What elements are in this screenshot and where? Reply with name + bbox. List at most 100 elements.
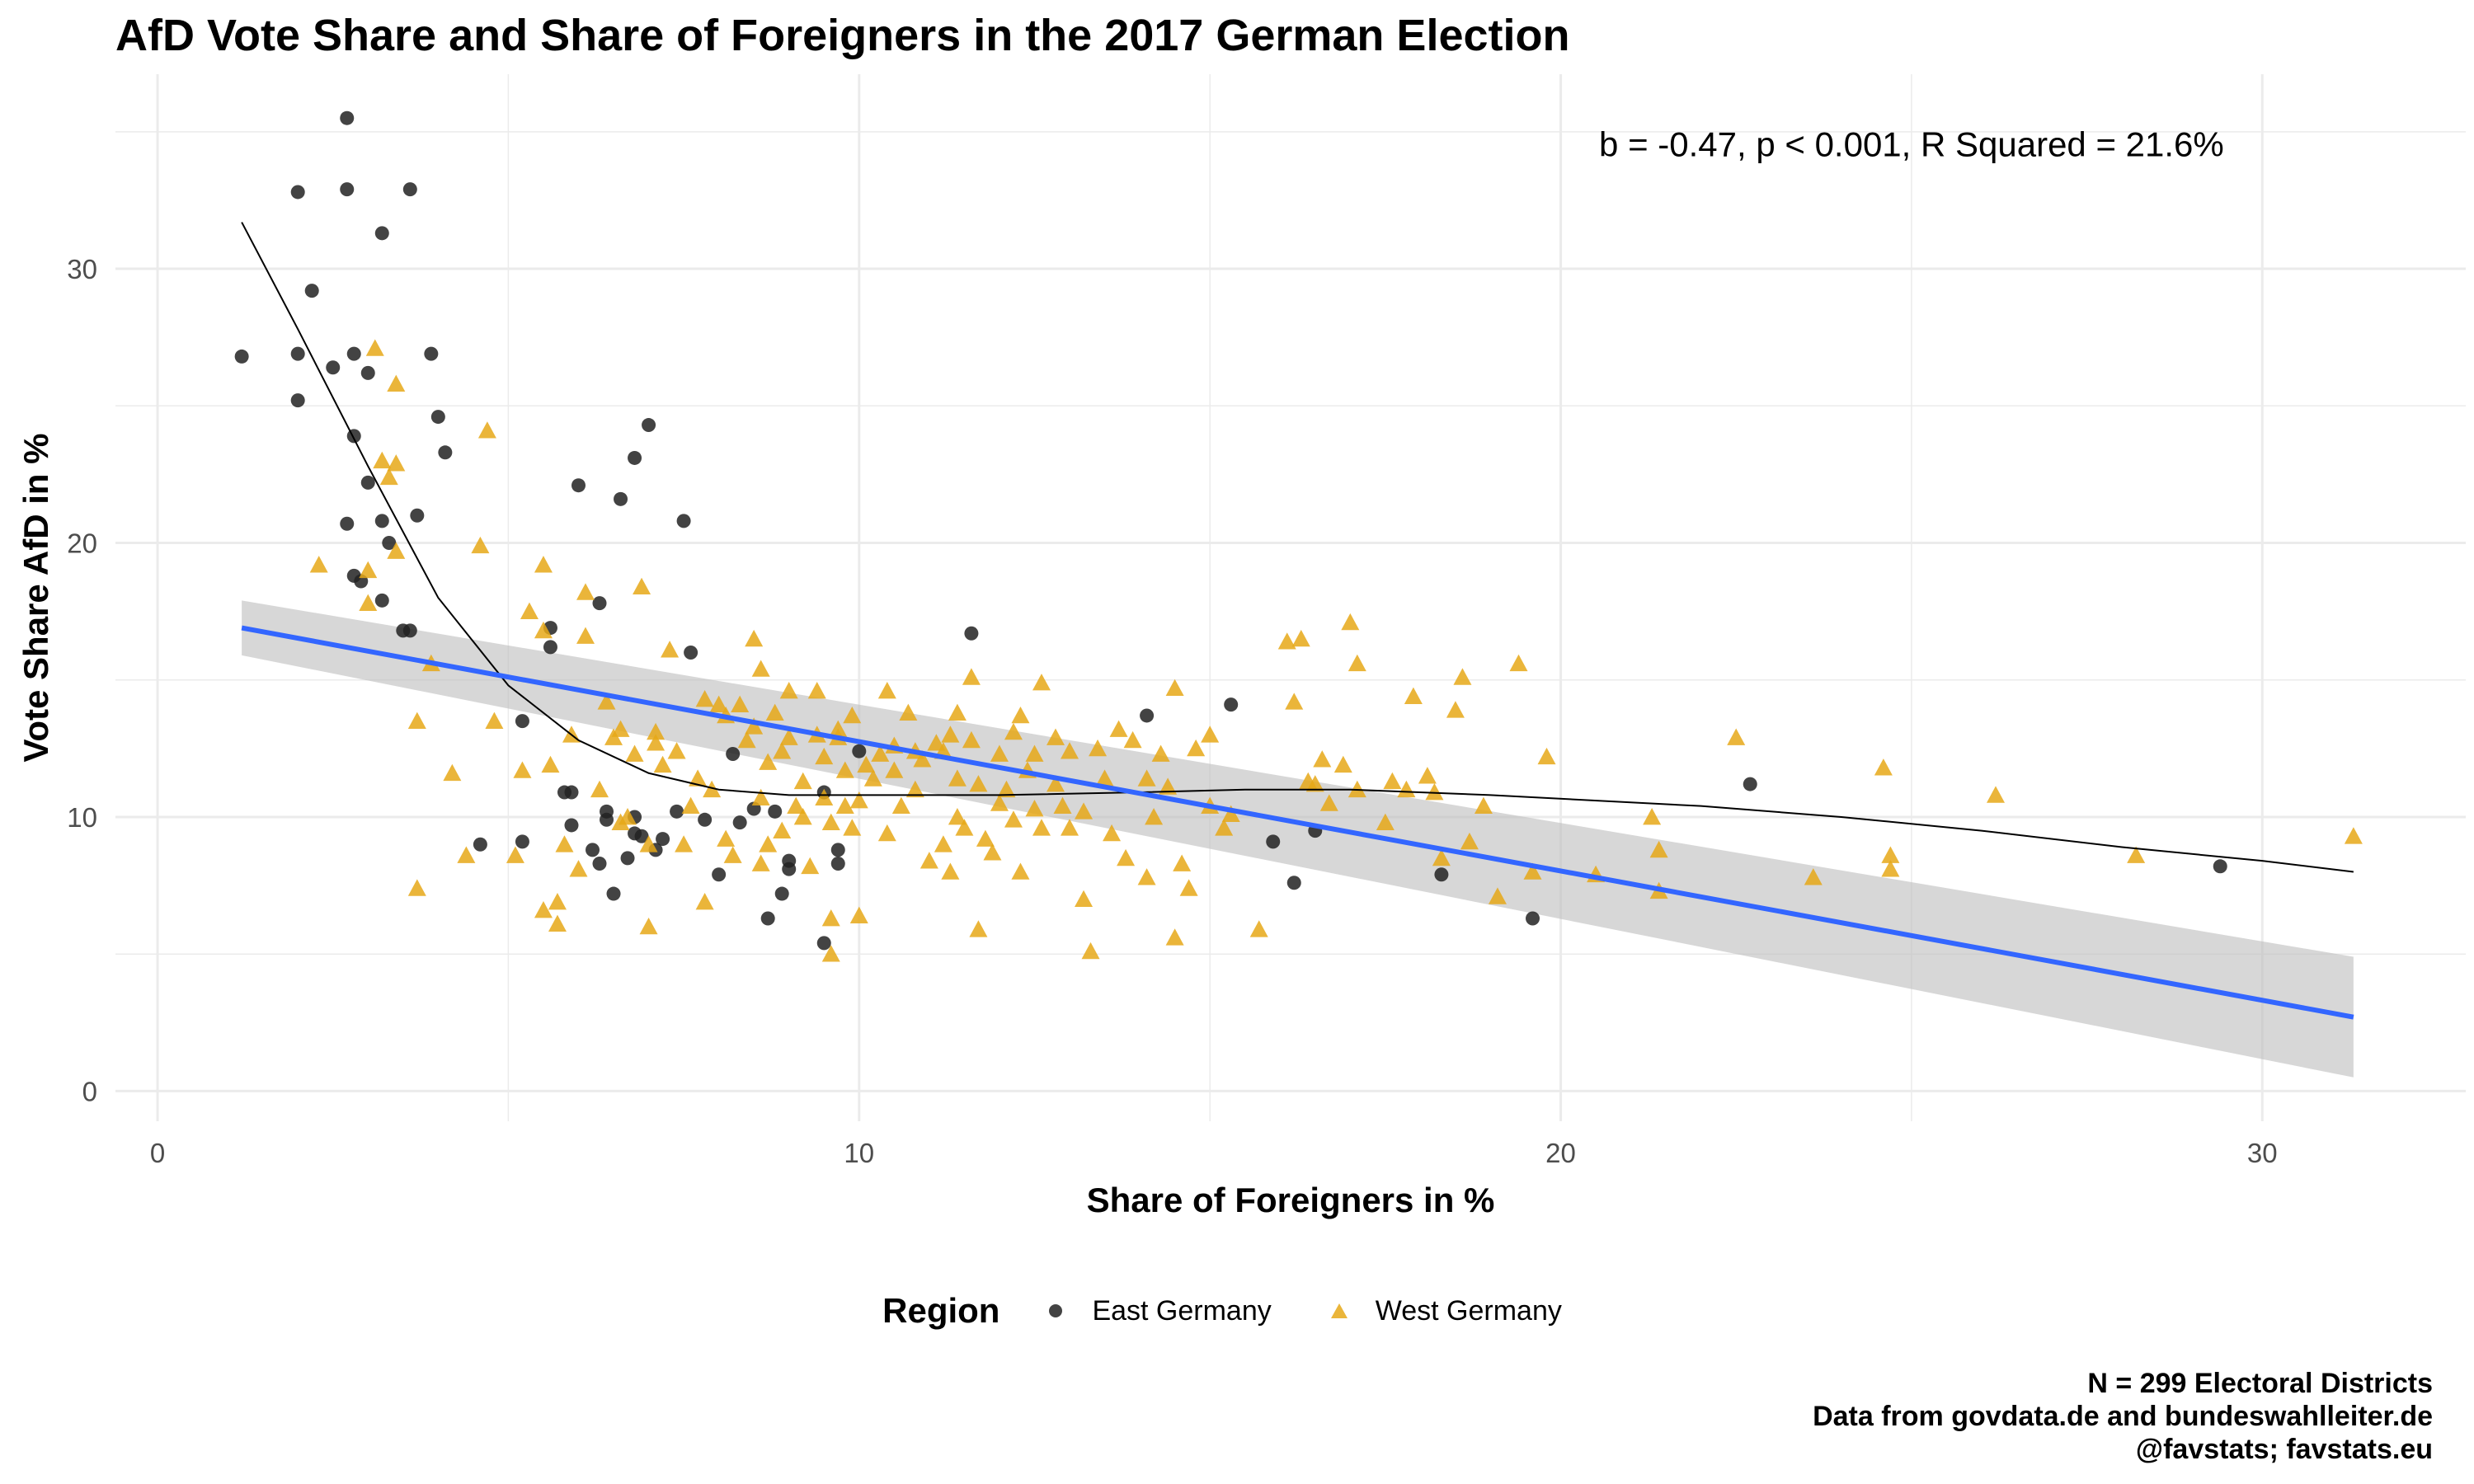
east-point (600, 804, 614, 819)
x-tick-label: 10 (844, 1138, 874, 1168)
west-point (815, 788, 834, 806)
west-point (1319, 794, 1338, 811)
west-point (745, 717, 764, 735)
west-point (1425, 783, 1444, 801)
east-point (515, 714, 529, 729)
west-point (695, 690, 714, 707)
plot-area: 0 10 20 30 0 10 20 30 b = -0.47, p < 0.001, R S… (16, 74, 2466, 1219)
east-point (816, 936, 831, 951)
west-point (618, 807, 637, 825)
west-point (1348, 780, 1366, 798)
east-point (620, 851, 635, 866)
west-point (948, 807, 967, 825)
west-point (675, 835, 694, 852)
east-point (340, 182, 355, 197)
west-point (863, 769, 882, 787)
west-point (731, 695, 750, 713)
west-point (709, 695, 728, 713)
west-point (2127, 846, 2146, 863)
east-point (473, 837, 487, 852)
west-point (877, 824, 896, 842)
west-point (1165, 679, 1184, 697)
west-point (1103, 824, 1122, 842)
east-point (564, 818, 579, 833)
east-point (606, 886, 621, 901)
west-point (1453, 668, 1472, 685)
west-point (611, 720, 630, 737)
east-point (346, 429, 361, 444)
west-point (1376, 813, 1395, 830)
west-point (2344, 827, 2363, 844)
west-point (765, 703, 784, 721)
west-point (373, 451, 392, 469)
west-point (1061, 819, 1079, 836)
west-point (555, 835, 574, 852)
loess-curve (241, 222, 2354, 873)
west-point (1025, 799, 1044, 817)
caption-line-3: @favstats; favstats.eu (2135, 1434, 2433, 1465)
west-point (359, 561, 378, 579)
east-point (424, 346, 439, 361)
west-point (1004, 722, 1023, 740)
west-point (1460, 832, 1479, 850)
east-point (564, 785, 579, 800)
west-point (625, 744, 644, 762)
west-point (759, 753, 778, 770)
grid-minor (115, 74, 2466, 1121)
east-point (782, 862, 797, 876)
west-point (1488, 887, 1507, 904)
legend-item-east: East Germany (1041, 1295, 1272, 1327)
west-point (843, 706, 862, 724)
legend-item-west: West Germany (1324, 1295, 1562, 1327)
west-point (1404, 687, 1423, 705)
west-point (1047, 775, 1065, 792)
confidence-band (242, 600, 2354, 1078)
west-point (717, 829, 736, 847)
west-point (1032, 819, 1051, 836)
west-point (927, 734, 946, 751)
circle-marker-icon (1041, 1296, 1070, 1326)
west-point (1397, 780, 1416, 798)
west-point (534, 556, 553, 573)
west-point (759, 835, 778, 852)
triangle-marker-icon (1324, 1296, 1354, 1326)
west-point (485, 711, 504, 729)
west-point (849, 791, 868, 809)
west-point (1474, 796, 1493, 815)
west-point (983, 843, 1002, 861)
west-point (885, 761, 904, 778)
west-point (955, 819, 974, 836)
east-point (1743, 777, 1757, 791)
east-point (326, 360, 341, 375)
east-point (382, 536, 397, 551)
west-point (1305, 775, 1324, 792)
lines-layer (241, 222, 2354, 1020)
west-point (548, 893, 567, 910)
west-point (877, 682, 896, 699)
west-point (653, 755, 672, 773)
east-point (410, 508, 425, 523)
west-point (751, 854, 770, 871)
west-point (779, 682, 798, 699)
east-point (726, 747, 741, 762)
east-point (964, 626, 979, 641)
west-point (843, 819, 862, 836)
west-point (787, 796, 806, 815)
west-point (534, 621, 553, 639)
west-point (520, 602, 539, 619)
east-point (374, 593, 389, 608)
west-point (1173, 854, 1192, 871)
east-point (642, 418, 656, 433)
west-point (1165, 928, 1184, 946)
x-tick-label: 20 (1545, 1138, 1576, 1168)
west-point (1075, 890, 1094, 908)
east-point (1526, 911, 1540, 926)
west-point (1179, 879, 1198, 896)
east-point (515, 834, 529, 849)
west-point (1151, 744, 1170, 762)
west-point (365, 339, 384, 356)
west-point (1249, 920, 1268, 937)
west-point (801, 857, 820, 875)
west-point (1011, 706, 1030, 724)
east-point (852, 744, 867, 758)
